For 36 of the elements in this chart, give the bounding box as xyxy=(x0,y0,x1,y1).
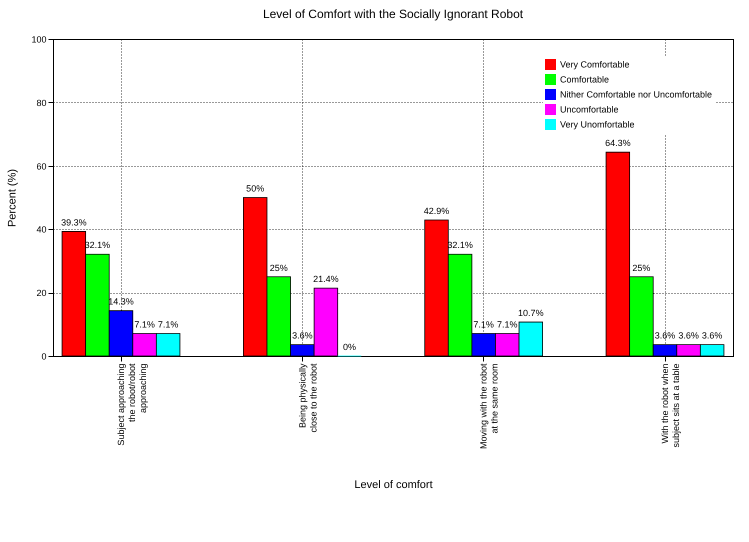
legend-label: Very Comfortable xyxy=(560,60,630,70)
data-label: 3.6% xyxy=(702,330,722,341)
data-label: 39.3% xyxy=(61,217,87,228)
x-tick-label: Being physically close to the robot xyxy=(297,363,318,433)
data-label: 14.3% xyxy=(108,296,134,307)
y-tick-label: 60 xyxy=(36,161,46,172)
legend-label: Comfortable xyxy=(560,74,610,84)
data-label: 64.3% xyxy=(605,138,631,148)
y-axis-title: Percent (%) xyxy=(6,168,18,228)
y-tick-label: 100 xyxy=(31,34,46,44)
data-label: 21.4% xyxy=(313,274,339,284)
data-label: 3.6% xyxy=(654,330,676,341)
y-tick-label: 40 xyxy=(36,224,46,235)
data-label: 3.6% xyxy=(292,330,313,341)
chart-title: Level of Comfort with the Socially Ignorant Robot xyxy=(262,7,524,21)
legend-label: Nither Comfortable nor Uncomfortable xyxy=(560,90,712,100)
y-tick-label: 0 xyxy=(41,352,46,362)
y-tick-label: 20 xyxy=(36,288,46,298)
x-axis-title: Level of comfort xyxy=(354,479,433,492)
data-label: 10.7% xyxy=(518,308,544,318)
data-label: 0% xyxy=(342,342,356,352)
data-label: 25% xyxy=(270,262,288,273)
data-label: 7.1% xyxy=(496,319,518,330)
data-label: 42.9% xyxy=(424,206,450,216)
x-tick-label: Moving with the robot at the same room xyxy=(478,363,500,450)
y-tick-label: 80 xyxy=(36,98,46,108)
data-label: 50% xyxy=(246,184,264,194)
legend-label: Very Unomfortable xyxy=(560,120,635,130)
legend-label: Uncomfortable xyxy=(560,104,619,114)
data-label: 7.1% xyxy=(134,319,155,330)
x-tick-label: With the robot when subject sits at a table xyxy=(660,364,681,448)
data-label: 3.6% xyxy=(678,330,699,341)
data-label: 25% xyxy=(632,262,650,273)
data-label: 7.1% xyxy=(158,319,178,330)
x-tick-label: Subject approaching the robot/robot approaching xyxy=(116,363,148,446)
data-label: 7.1% xyxy=(473,319,494,330)
